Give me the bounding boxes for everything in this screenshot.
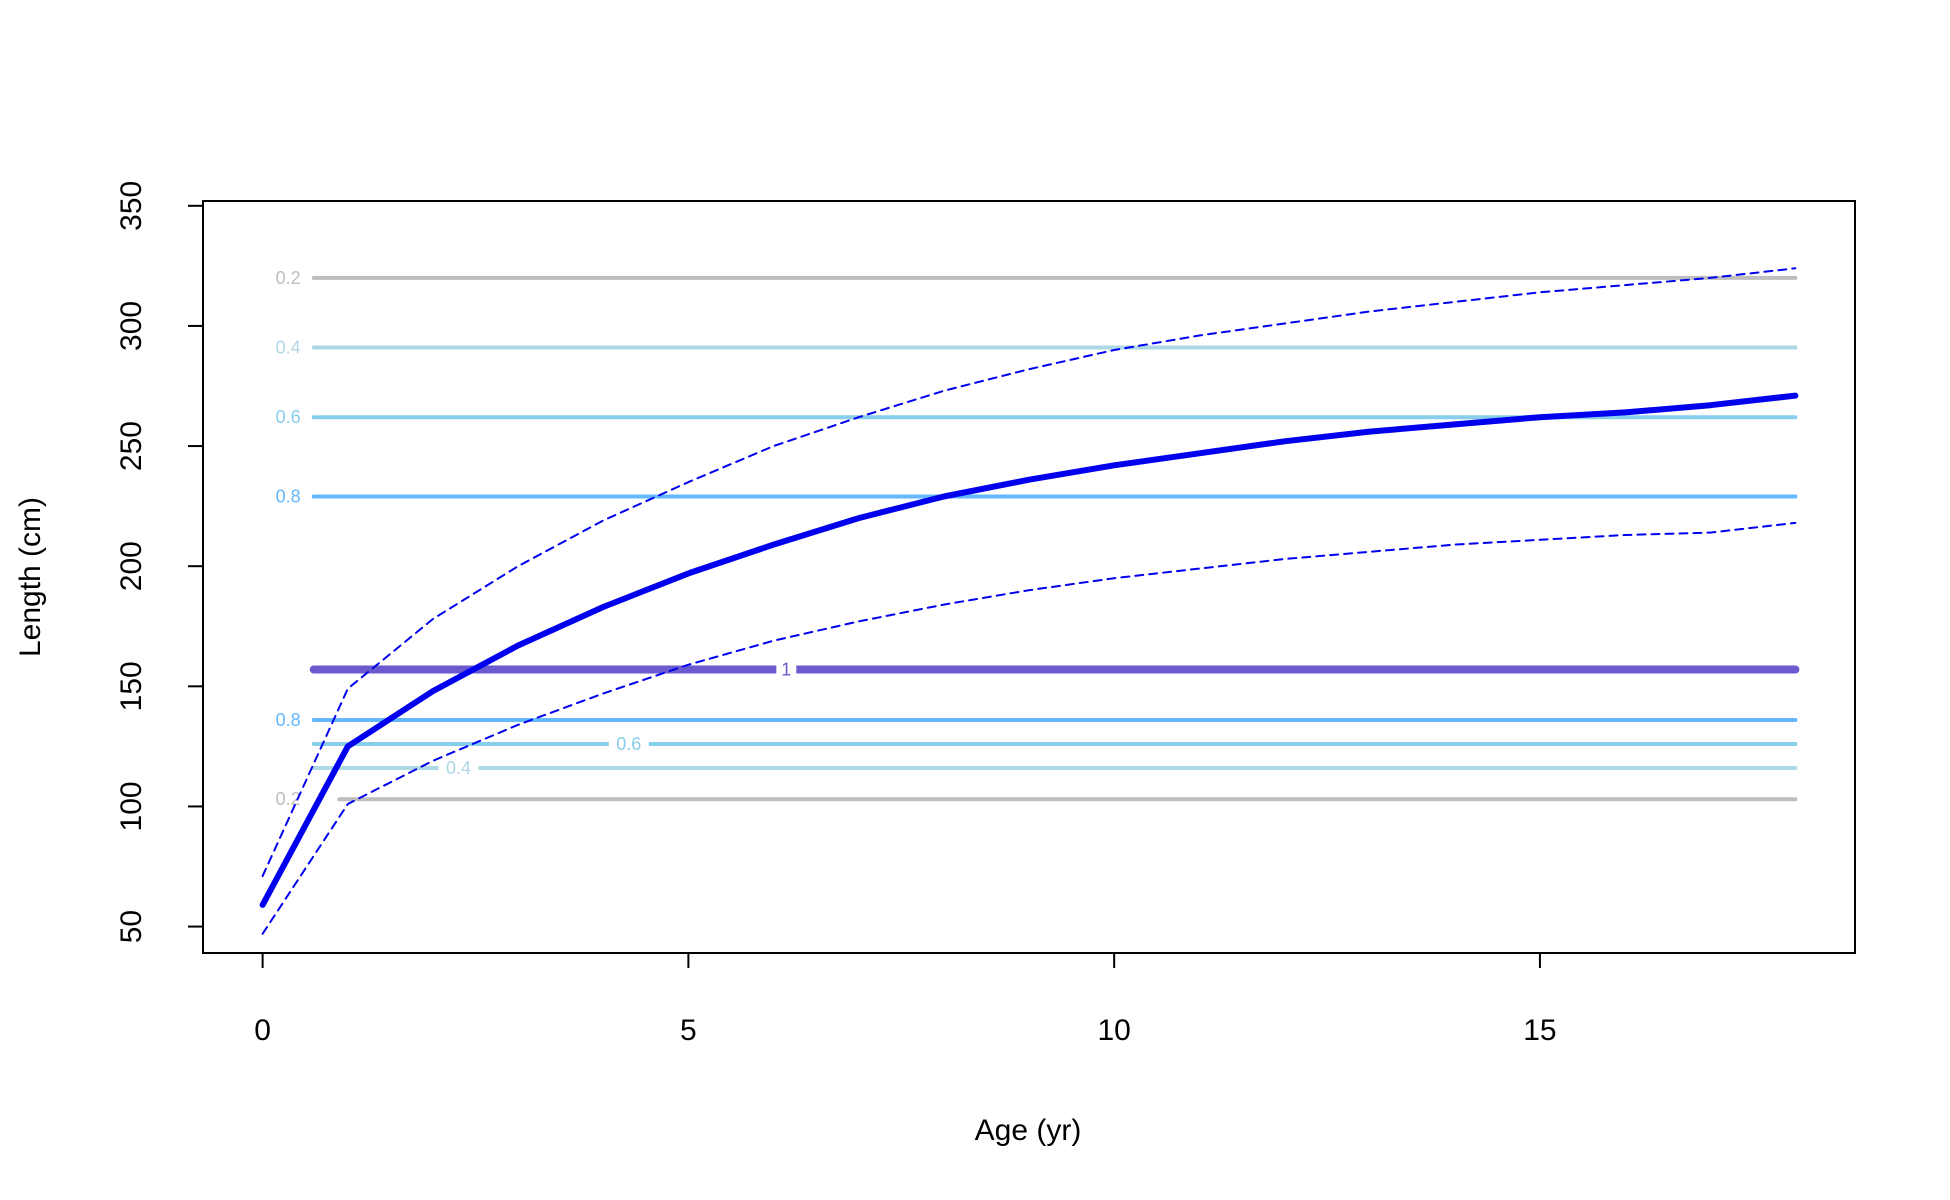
interval-line — [261, 267, 1797, 878]
series-layer — [259, 267, 1799, 935]
interval-line — [261, 521, 1797, 935]
x-axis-title: Age (yr) — [975, 1114, 1082, 1147]
contour-label: 0.4 — [446, 758, 471, 778]
contour-label-background — [268, 788, 309, 811]
contour-label-background — [268, 485, 309, 508]
contour-label: 1 — [781, 659, 791, 679]
y-axis: 50 100 150 200 250 300 350 — [115, 181, 204, 943]
contour-label-background — [268, 406, 309, 429]
y-tick-label: 150 — [115, 661, 148, 711]
contour-label-background — [608, 732, 649, 755]
x-tick-label: 15 — [1523, 1014, 1556, 1047]
contour-label: 0.2 — [276, 268, 301, 288]
y-tick-label: 50 — [115, 910, 148, 943]
y-tick-label: 300 — [115, 301, 148, 351]
contour-label: 0.6 — [616, 734, 641, 754]
x-tick-label: 5 — [680, 1014, 697, 1047]
contour-label: 0.8 — [276, 710, 301, 730]
y-tick-label: 100 — [115, 781, 148, 831]
contour-label: 0.6 — [276, 407, 301, 427]
contour-label: 0.4 — [276, 338, 301, 358]
y-tick-label: 250 — [115, 421, 148, 471]
y-axis-title: Length (cm) — [14, 497, 47, 657]
x-axis: 0 5 10 15 — [254, 952, 1557, 1047]
y-tick-label: 200 — [115, 541, 148, 591]
x-tick-label: 10 — [1097, 1014, 1130, 1047]
y-tick-label: 350 — [115, 181, 148, 231]
contour-label-background — [268, 336, 309, 359]
contour-label-background — [268, 708, 309, 731]
contour-label-background — [268, 266, 309, 289]
x-tick-label: 0 — [254, 1014, 271, 1047]
contour-label: 0.8 — [276, 487, 301, 507]
contour-label-background — [438, 757, 479, 780]
growth-curve — [259, 392, 1799, 908]
contour-label-background — [776, 658, 797, 681]
